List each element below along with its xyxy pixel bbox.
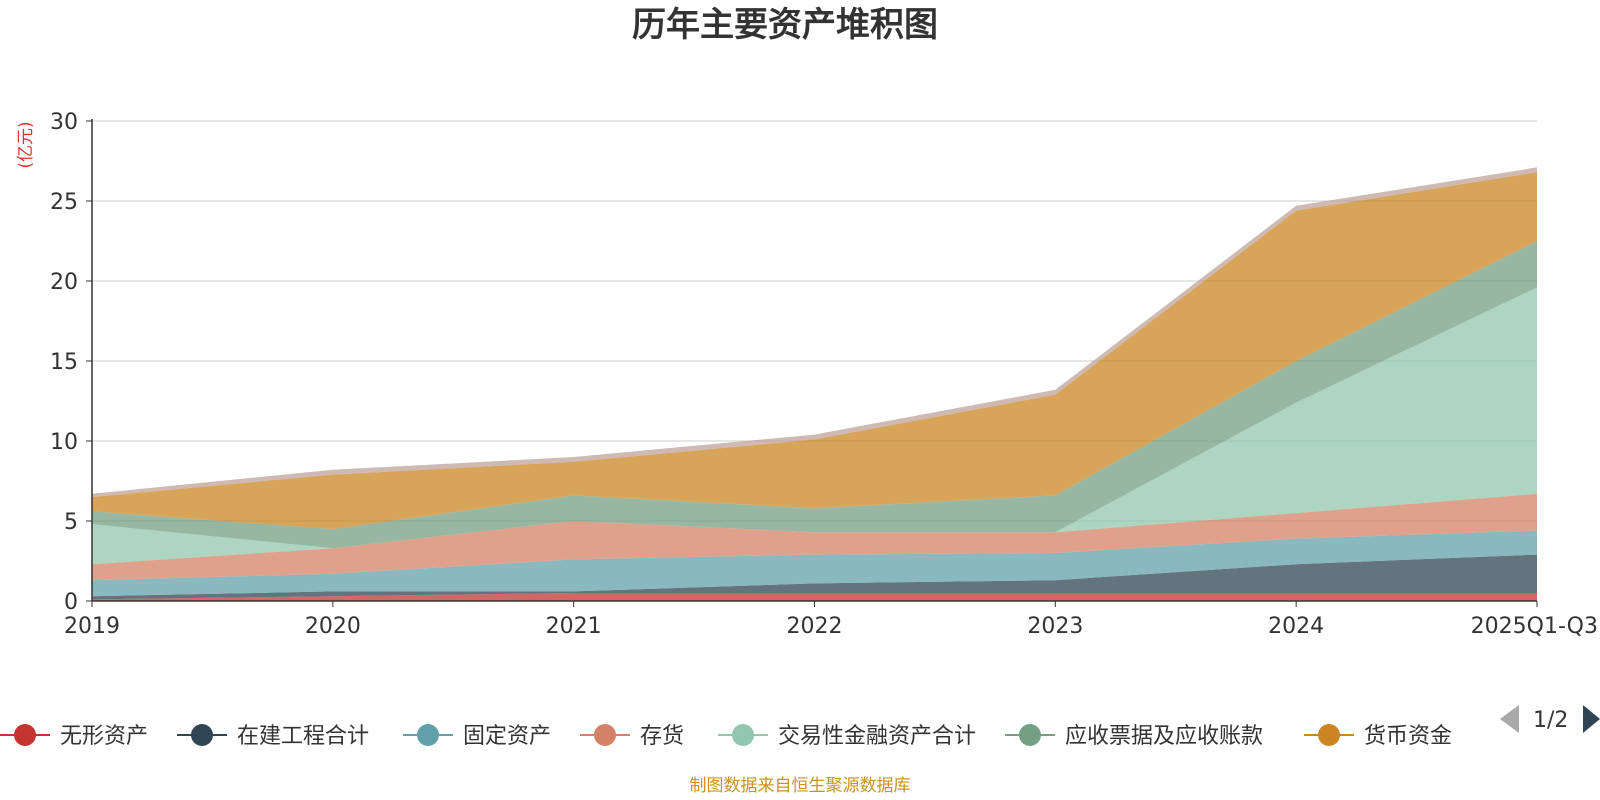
legend-item-0[interactable]: 无形资产 (0, 724, 148, 749)
y-tick-label-30: 30 (50, 110, 78, 135)
y-tick-label-10: 10 (50, 430, 78, 455)
area-series-0 (92, 593, 1537, 601)
area-series-4 (92, 287, 1537, 565)
source-note: 制图数据来自恒生聚源数据库 (690, 776, 911, 796)
legend-marker-2 (417, 724, 439, 746)
legend-next-icon[interactable] (1583, 705, 1600, 733)
legend-item-6[interactable]: 货币资金 (1304, 724, 1452, 749)
area-series-2 (92, 530, 1537, 597)
y-axis-unit: (亿元) (16, 121, 36, 168)
legend-pager: 1/2 (1500, 705, 1600, 733)
legend: 无形资产 在建工程合计 固定资产 存货 交易性金融资产合计 应收票据及应收账款 货币资金 (0, 724, 1452, 749)
legend-label-5: 应收票据及应收账款 (1065, 724, 1263, 749)
chart-title: 历年主要资产堆积图 (632, 5, 938, 45)
legend-label-1: 在建工程合计 (237, 724, 369, 749)
legend-marker-6 (1318, 724, 1340, 746)
legend-label-6: 货币资金 (1364, 724, 1452, 749)
legend-label-3: 存货 (640, 724, 684, 749)
y-tick-label-0: 0 (64, 590, 78, 615)
x-tick-label-4: 2023 (1027, 614, 1083, 639)
x-tick-label-5: 2024 (1268, 614, 1324, 639)
x-tick-label-2: 2021 (546, 614, 602, 639)
x-tick-label-0: 2019 (64, 614, 120, 639)
legend-page-indicator: 1/2 (1533, 708, 1568, 733)
area-series-5 (92, 241, 1537, 549)
x-tick-label-6: 2025Q1-Q3 (1471, 614, 1598, 639)
legend-item-2[interactable]: 固定资产 (403, 724, 551, 749)
y-tick-label-25: 25 (50, 190, 78, 215)
y-tick-label-5: 5 (64, 510, 78, 535)
area-layer (92, 167, 1537, 601)
y-tick-label-15: 15 (50, 350, 78, 375)
x-tick-label-1: 2020 (305, 614, 361, 639)
area-series-1 (92, 554, 1537, 600)
axis-layer: 0 5 10 15 20 25 30 2019 2020 2021 2022 2023 2024 2025… (50, 110, 1598, 639)
legend-item-4[interactable]: 交易性金融资产合计 (718, 724, 976, 749)
area-series-6 (92, 172, 1537, 529)
legend-item-5[interactable]: 应收票据及应收账款 (1005, 724, 1263, 749)
legend-prev-icon[interactable] (1500, 705, 1519, 733)
area-series-3 (92, 493, 1537, 581)
legend-marker-3 (594, 724, 616, 746)
legend-marker-4 (732, 724, 754, 746)
legend-marker-5 (1019, 724, 1041, 746)
legend-label-0: 无形资产 (60, 724, 148, 749)
y-tick-label-20: 20 (50, 270, 78, 295)
legend-label-2: 固定资产 (463, 724, 551, 749)
legend-marker-1 (191, 724, 213, 746)
legend-label-4: 交易性金融资产合计 (778, 724, 976, 749)
legend-marker-0 (14, 724, 36, 746)
legend-item-3[interactable]: 存货 (580, 724, 684, 749)
x-tick-label-3: 2022 (787, 614, 843, 639)
legend-item-1[interactable]: 在建工程合计 (177, 724, 369, 749)
